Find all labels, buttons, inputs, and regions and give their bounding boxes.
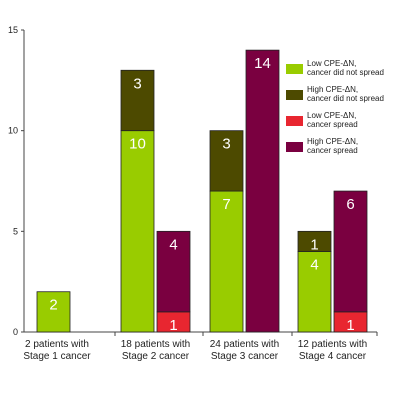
bar-segment [156, 230, 191, 313]
bar-segment [209, 130, 244, 192]
x-category-label: 2 patients with [25, 339, 89, 350]
bar-value-label: 7 [222, 196, 230, 213]
bar-value-label: 10 [129, 136, 146, 153]
y-tick-label: 5 [13, 226, 18, 236]
bar-segment [297, 251, 332, 333]
legend-label: Low CPE-ΔN, [307, 111, 356, 120]
bar-value-label: 4 [310, 256, 318, 273]
bar-value-label: 14 [254, 55, 271, 72]
legend-label: High CPE-ΔN, [307, 85, 358, 94]
bar-segment [245, 49, 280, 333]
bar-segment [209, 190, 244, 333]
x-category-label: Stage 2 cancer [122, 351, 190, 362]
legend-label: Low CPE-ΔN, [307, 59, 356, 68]
legend-swatch [286, 90, 303, 100]
x-category-label: Stage 1 cancer [23, 351, 91, 362]
legend-label: High CPE-ΔN, [307, 137, 358, 146]
bar-value-label: 2 [49, 297, 57, 314]
bar-value-label: 1 [346, 317, 354, 334]
bar-value-label: 1 [310, 236, 318, 253]
bar-segment [120, 130, 155, 333]
y-tick-label: 15 [8, 25, 18, 35]
x-category-label: Stage 4 cancer [299, 351, 367, 362]
bar-value-label: 3 [222, 136, 230, 153]
x-category-label: Stage 3 cancer [211, 351, 279, 362]
bar-segment [297, 230, 332, 252]
x-category-label: 24 patients with [210, 339, 280, 350]
y-tick-label: 0 [13, 327, 18, 337]
y-tick-label: 10 [8, 126, 18, 136]
legend-swatch [286, 64, 303, 74]
legend-swatch [286, 116, 303, 126]
bar-value-label: 3 [133, 75, 141, 92]
bar-value-label: 4 [169, 236, 177, 253]
bar-value-label: 1 [169, 317, 177, 334]
bar-segment [333, 190, 368, 313]
legend-label: cancer did not spread [307, 68, 384, 77]
legend-label: cancer did not spread [307, 94, 384, 103]
x-category-label: 18 patients with [121, 339, 191, 350]
legend-swatch [286, 142, 303, 152]
bar-value-label: 6 [346, 196, 354, 213]
legend-label: cancer spread [307, 146, 358, 155]
x-category-label: 12 patients with [298, 339, 368, 350]
bar-segment [36, 291, 71, 333]
legend-label: cancer spread [307, 120, 358, 129]
bar-segment [120, 69, 155, 132]
